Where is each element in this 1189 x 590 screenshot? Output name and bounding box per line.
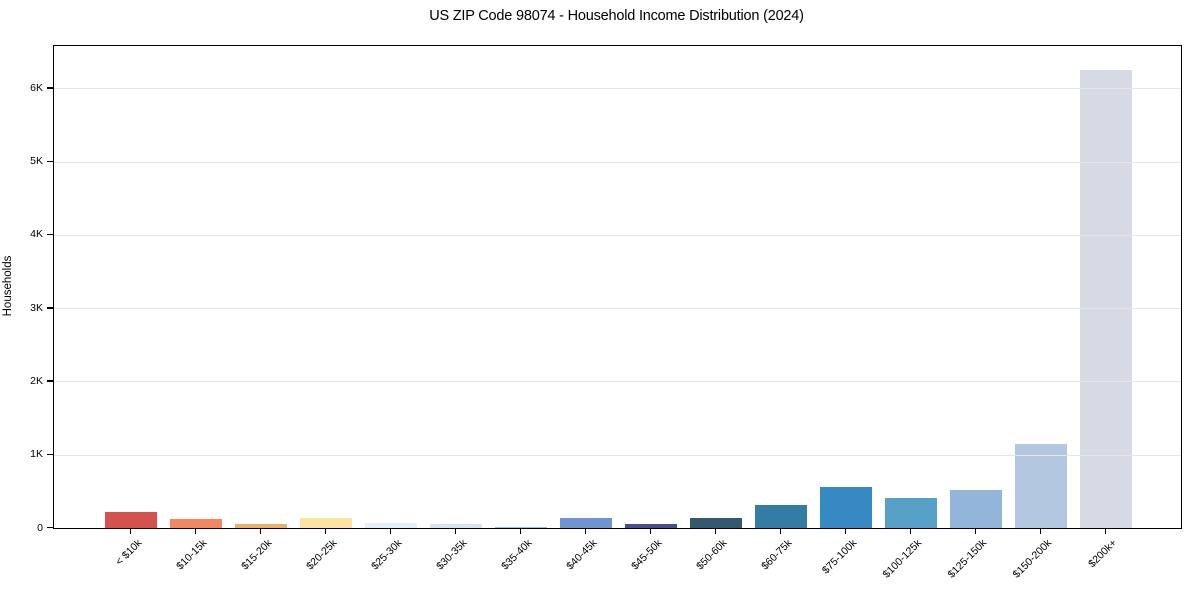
bar-$15-20k [234,523,287,528]
x-tick-mark [389,528,391,534]
x-tick-mark [714,528,716,534]
x-tick-label: $45-50k [628,537,664,573]
x-tick-mark [779,528,781,534]
y-tick-label: 4K [30,228,43,241]
bar-$125-150k [949,489,1002,528]
x-tick-mark [844,528,846,534]
x-tick-label: $15-20k [238,537,274,573]
gridline [54,308,1181,310]
y-tick-label: 2K [30,374,43,387]
x-tick-label: $25-30k [368,537,404,573]
x-tick-mark [259,528,261,534]
x-tick-label: $75-100k [819,537,859,577]
x-tick-mark [1039,528,1041,534]
y-tick-mark [47,233,53,236]
bar-$35-40k [494,526,547,528]
gridline [54,381,1181,383]
gridline [54,454,1181,456]
bar-$45-50k [624,523,677,528]
x-tick-label: $150-200k [1010,537,1054,581]
x-tick-label: $30-35k [433,537,469,573]
bar-$40-45k [559,517,612,528]
bar-$50-60k [689,517,742,528]
y-tick-mark [47,527,53,529]
x-tick-mark [519,528,521,534]
bar-$75-100k [819,486,872,528]
x-tick-mark [129,528,131,534]
x-tick-mark [1104,528,1106,534]
y-tick-label: 5K [30,155,43,168]
bar-$100-125k [884,498,937,528]
bar-$25-30k [364,522,417,528]
x-tick-label: $35-40k [498,537,534,573]
x-tick-label: $200k+ [1085,537,1119,571]
bar-$200k+ [1079,70,1132,528]
y-tick-mark [47,453,53,456]
x-tick-mark [584,528,586,534]
y-tick-mark [47,380,53,382]
x-tick-mark [909,528,911,534]
x-tick-label: $10-15k [173,537,209,573]
x-tick-label: $50-60k [693,537,729,573]
y-tick-mark [47,87,53,89]
y-tick-label: 6K [30,81,43,94]
y-tick-label: 0 [37,521,43,534]
x-tick-label: $100-125k [880,537,924,581]
y-tick-label: 1K [30,448,43,461]
x-tick-label: < $10k [112,537,144,568]
gridline [54,234,1181,236]
bar-$60-75k [754,504,807,528]
x-tick-label: $60-75k [758,537,794,573]
x-tick-mark [194,528,196,534]
bar-$20-25k [299,517,352,528]
chart-title: US ZIP Code 98074 - Household Income Dis… [429,8,804,24]
y-tick-label: 3K [30,301,43,314]
y-tick-mark [47,160,53,163]
x-tick-mark [974,528,976,534]
x-tick-mark [454,528,456,534]
x-tick-mark [324,528,326,534]
bar-$150-200k [1014,443,1067,528]
bar-< $10k [104,511,157,528]
gridline [54,161,1181,163]
x-tick-label: $125-150k [945,537,989,581]
bar-$30-35k [429,524,482,528]
x-tick-mark [649,528,651,534]
bar-$10-15k [169,518,222,528]
x-tick-label: $20-25k [303,537,339,573]
x-tick-label: $40-45k [563,537,599,573]
gridline [54,88,1181,90]
plot-area [53,45,1182,529]
y-tick-mark [47,307,53,309]
